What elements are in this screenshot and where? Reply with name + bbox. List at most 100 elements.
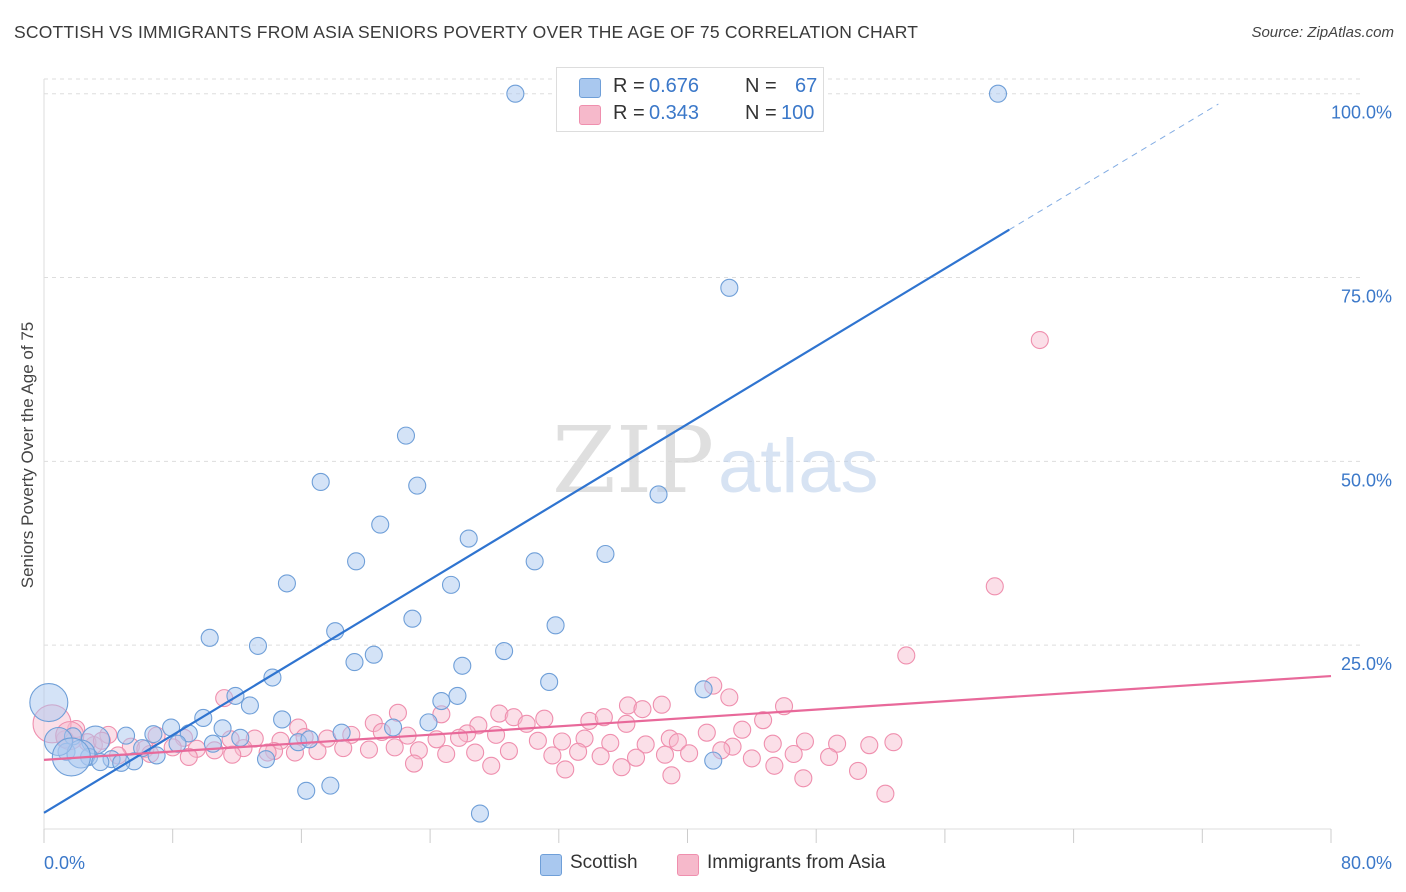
asia-point [655,745,675,764]
asia-point [794,769,813,788]
trend-lines [43,103,1332,814]
scottish-point [540,672,559,691]
scottish-point [168,734,187,753]
scottish-point [396,426,416,445]
source-credit: Source: ZipAtlas.com [1251,24,1394,41]
asia-point [848,761,868,780]
chart-title: SCOTTISH VS IMMIGRANTS FROM ASIA SENIORS… [14,22,919,42]
scottish-point [273,710,292,729]
scottish-point [91,753,110,772]
asia-point [742,749,761,768]
asia-point [612,758,631,777]
r-value: 0.343 [649,102,700,124]
scottish-point [200,628,219,647]
asia-point [617,714,636,733]
y-tick-label: 50.0% [1341,470,1392,490]
r-label: R = [613,102,645,124]
asia-point [668,733,687,752]
asia-point [1030,330,1049,350]
axis-tick-labels: 25.0% 50.0% 75.0% 100.0% 0.0% 80.0% [44,103,1392,873]
asia-point [897,646,916,665]
x-tick-label-min: 0.0% [44,853,85,873]
asia-trend-line [43,674,1332,761]
asia-point [720,688,739,707]
asia-point [223,745,242,764]
scottish-point [213,719,232,738]
scottish-point [704,751,723,770]
scottish-point [988,84,1008,103]
x-tick-label-max: 80.0% [1341,853,1392,873]
asia-point [334,739,353,758]
asia-point [601,733,620,753]
asia-point [820,747,839,766]
asia-point [591,747,610,766]
scottish-point [256,750,276,769]
scottish-point [231,728,250,747]
scottish-point [596,544,615,564]
asia-point [482,756,501,775]
legend-label-scottish: Scottish [570,852,638,873]
scottish-point [364,645,383,664]
asia-point [466,743,485,762]
asia-point [569,742,588,761]
scottish-point [311,472,330,491]
scottish-point [448,686,467,705]
asia-point [179,747,198,766]
scottish-point [240,696,259,715]
asia-point [754,711,773,730]
asia-point [652,695,671,714]
correlation-legend: R = 0.676 N = 67 R = 0.343 N = 100 [556,67,824,132]
asia-point [876,784,895,803]
asia-point [828,734,847,753]
scottish-point [248,636,268,655]
scottish-trend-extension [1008,103,1219,231]
scottish-point [403,609,422,628]
asia-point [556,760,575,779]
asia-point [985,577,1004,596]
asia-point [697,723,716,742]
scottish-point [345,653,364,672]
scottish-point [546,616,565,635]
asia-point [662,766,681,785]
scottish-point [332,723,351,742]
asia-point [359,740,379,759]
scottish-swatch [579,78,601,98]
scottish-point [384,718,403,737]
asia-point [784,744,803,764]
asia-point [733,720,752,739]
scottish-point [459,529,478,548]
n-label: N = [745,102,777,124]
asia-point [490,704,509,723]
n-value: 100 [781,102,815,124]
asia-point [860,736,879,755]
asia-point [765,756,784,775]
scottish-point [408,476,427,495]
asia-point [487,725,506,744]
scottish-swatch [540,854,562,876]
asia-swatch [579,105,601,125]
scottish-point [432,692,451,711]
scottish-point [144,725,163,744]
scottish-point [694,680,713,699]
asia-point [535,709,554,728]
scottish-point [441,575,461,594]
watermark-atlas: atlas [718,424,879,509]
asia-point [385,738,404,757]
scottish-point [277,574,296,593]
scottish-point [506,84,525,103]
asia-point [626,748,646,767]
scottish-point [300,730,319,749]
y-tick-label: 25.0% [1341,654,1392,674]
asia-point [552,732,572,751]
scottish-point [453,656,472,675]
asia-point [618,696,638,715]
scottish-point [321,776,340,795]
asia-swatch [677,854,699,876]
asia-point [680,744,699,763]
asia-point [636,735,655,754]
asia-point [528,731,547,750]
asia-point [633,700,652,719]
asia-point [594,708,613,727]
asia-point [499,742,518,761]
